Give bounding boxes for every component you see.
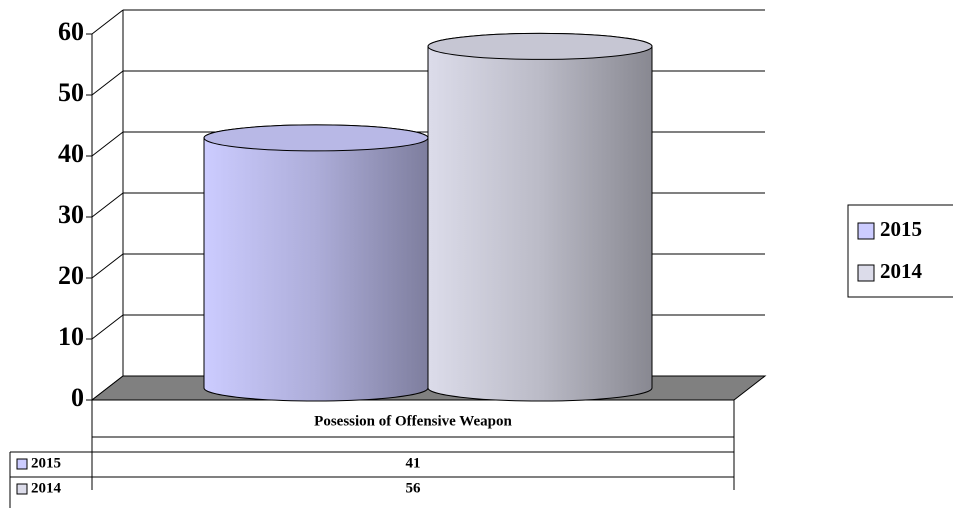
grid-line-side	[91, 70, 124, 96]
grid-line-side	[91, 192, 124, 218]
cylinder	[427, 32, 653, 402]
grid-line-side	[91, 9, 124, 35]
y-tick-label: 10	[58, 322, 84, 351]
legend-label: 2014	[880, 259, 923, 283]
y-tick-label: 20	[58, 261, 84, 290]
grid-line-side	[91, 314, 124, 340]
grid-line-side	[91, 131, 124, 157]
legend-label: 2015	[880, 217, 922, 241]
y-tick-label: 40	[58, 139, 84, 168]
y-tick-label: 30	[58, 200, 84, 229]
cylinder-top	[203, 124, 429, 152]
y-tick-label: 60	[58, 17, 84, 46]
category-label: Posession of Offensive Weapon	[314, 413, 512, 429]
y-tick-label: 0	[71, 383, 84, 412]
legend-key	[857, 222, 875, 240]
table-series-name: 2015	[31, 455, 61, 471]
table-legend-key	[16, 483, 28, 495]
table-value: 56	[406, 480, 422, 496]
table-series-name: 2014	[31, 480, 62, 496]
cylinder	[203, 124, 429, 402]
data-table	[9, 400, 735, 508]
y-tick-label: 50	[58, 78, 84, 107]
cylinder-top	[427, 32, 653, 60]
grid-line-side	[91, 253, 124, 279]
table-value: 41	[406, 455, 421, 471]
table-legend-key	[16, 458, 28, 470]
legend	[847, 204, 953, 298]
legend-key	[857, 264, 875, 282]
